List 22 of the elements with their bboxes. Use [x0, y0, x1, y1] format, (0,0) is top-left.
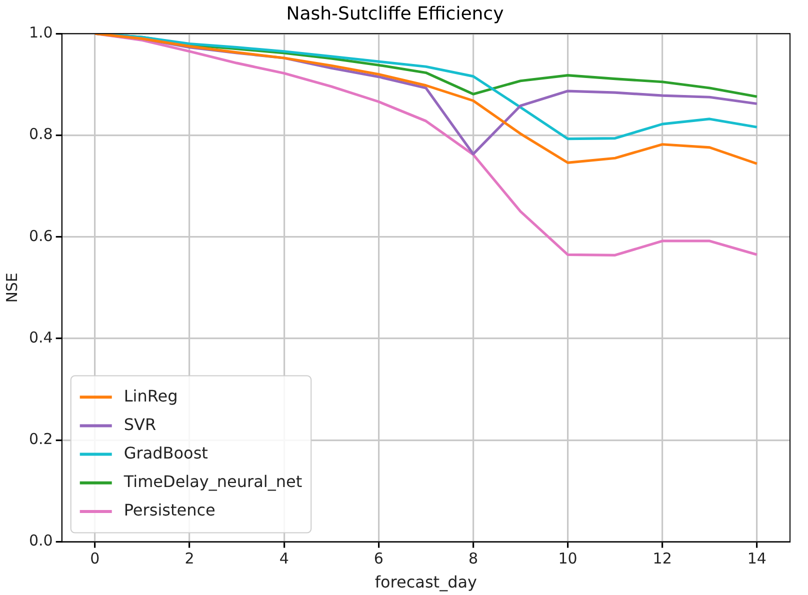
y-tick-label: 0.6	[28, 226, 53, 245]
legend-label: Persistence	[124, 500, 216, 520]
y-tick-label: 0.4	[28, 328, 53, 346]
legend-label: GradBoost	[124, 443, 208, 462]
x-tick-label: 2	[184, 550, 194, 568]
x-tick-label: 0	[90, 550, 100, 568]
legend-label: LinReg	[124, 386, 178, 406]
y-axis-title: NSE	[2, 272, 21, 303]
y-tick-label: 0.0	[28, 532, 53, 550]
x-tick-label: 6	[374, 550, 384, 568]
x-tick-label: 12	[652, 550, 672, 568]
y-tick-label: 0.8	[28, 125, 53, 144]
legend-label: SVR	[124, 414, 156, 434]
x-axis-title: forecast_day	[374, 572, 477, 592]
x-tick-label: 4	[279, 550, 289, 568]
y-tick-label: 1.0	[28, 23, 53, 42]
x-tick-label: 10	[558, 550, 578, 568]
y-tick-label: 0.2	[28, 430, 53, 448]
legend-label: TimeDelay_neural_net	[122, 472, 302, 492]
chart-title: Nash-Sutcliffe Efficiency	[286, 3, 504, 24]
x-tick-label: 8	[468, 550, 478, 568]
x-tick-label: 14	[747, 550, 766, 568]
